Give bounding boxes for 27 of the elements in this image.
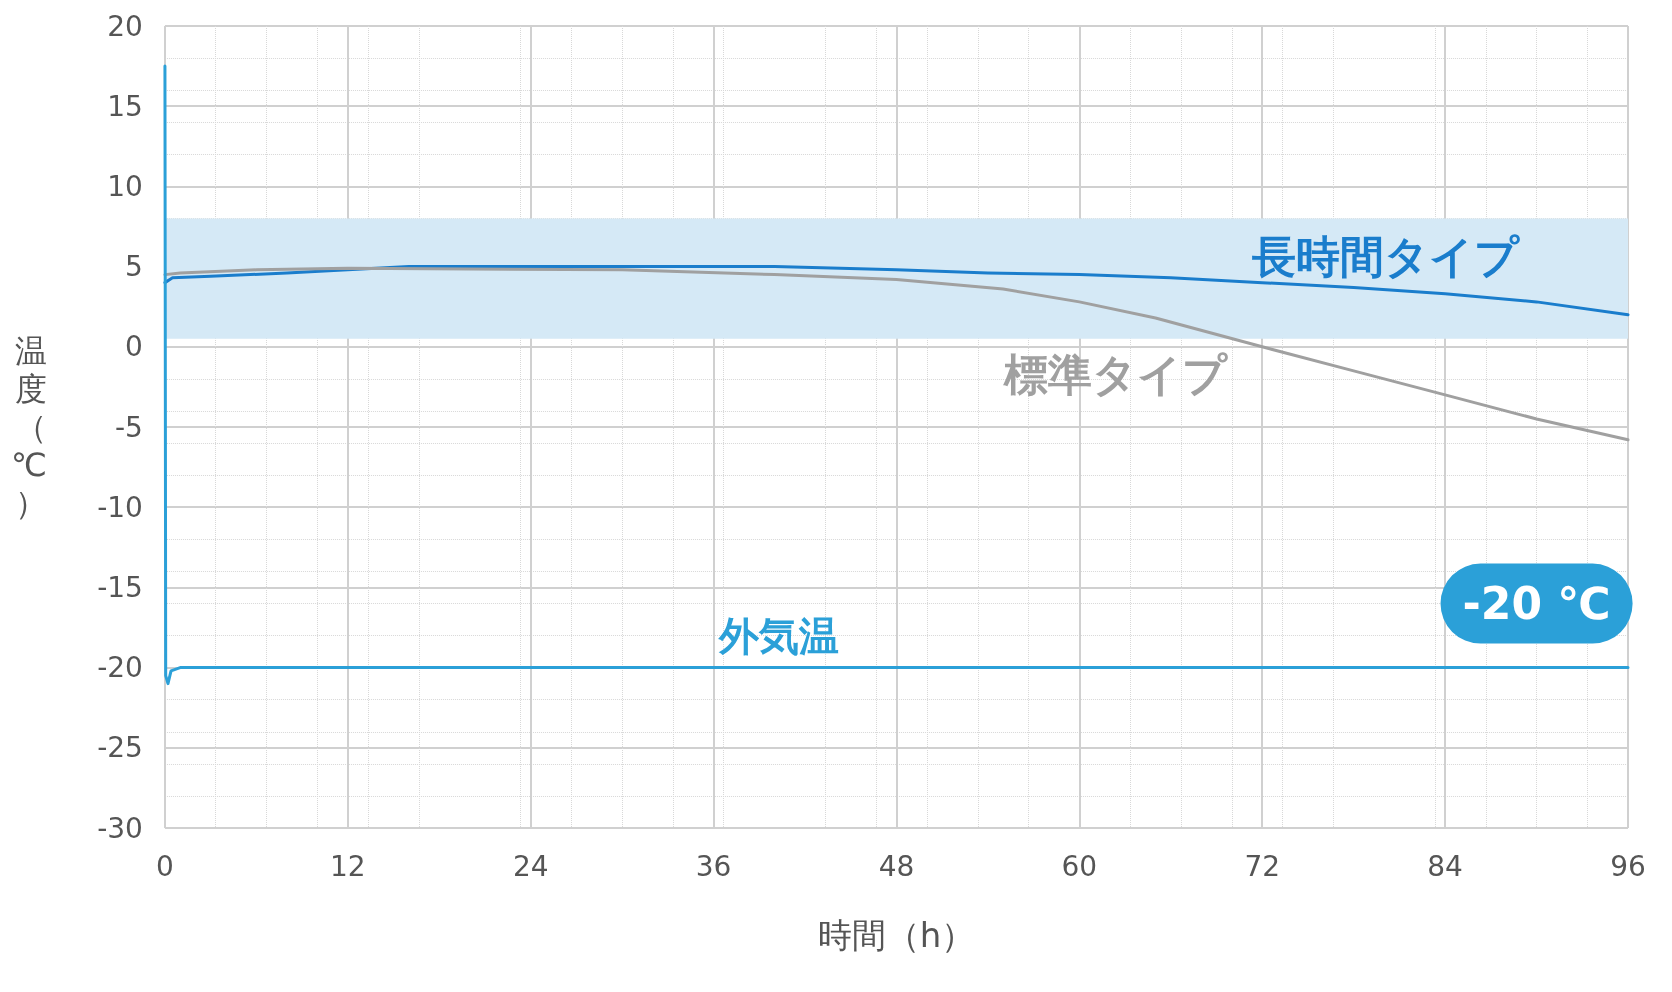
y-tick-label: -25: [97, 731, 143, 765]
x-tick-label: 12: [330, 849, 366, 883]
line-series: [163, 64, 1630, 686]
y-tick-label: -5: [115, 410, 143, 444]
y-tick-label: -10: [97, 490, 143, 524]
series-label: 長時間タイプ: [1250, 231, 1520, 283]
x-tick-label: 84: [1427, 849, 1463, 883]
x-tick-label: 0: [156, 849, 174, 883]
series-label: 標準タイプ: [1003, 349, 1229, 401]
x-axis-title: 時間（h）: [817, 915, 976, 955]
y-tick-label: 20: [107, 9, 143, 43]
x-tick-label: 48: [878, 849, 915, 883]
y-axis-title: 温度（℃）: [11, 332, 47, 522]
y-tick-label: 15: [107, 89, 143, 123]
x-tick-label: 72: [1244, 849, 1281, 883]
y-tick-label: -15: [97, 570, 143, 604]
series-label: 外気温: [718, 612, 840, 659]
y-tick-label: 5: [125, 250, 143, 284]
x-tick-label: 60: [1061, 849, 1098, 883]
y-tick-label: -20: [97, 651, 143, 685]
y-tick-label: 0: [125, 330, 143, 364]
y-tick-label: 10: [107, 169, 143, 203]
x-tick-label: 24: [512, 849, 549, 883]
y-tick-label: -30: [97, 811, 143, 845]
x-tick-label: 36: [695, 849, 732, 883]
annotation: -20 ℃: [1462, 578, 1611, 630]
x-tick-label: 96: [1610, 849, 1646, 883]
